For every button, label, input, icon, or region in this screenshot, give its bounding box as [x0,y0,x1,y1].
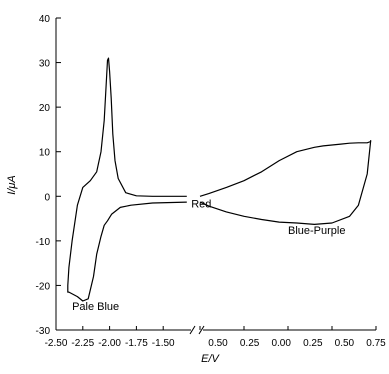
x-tick-label: -2.25 [71,338,94,349]
x-axis-break-mark [198,325,205,335]
x-tick-label: 0.25 [240,338,260,349]
x-tick-label: 0.75 [366,338,386,349]
x-tick-label: 0.25 [303,338,323,349]
cv-curve-segment-0 [67,57,187,302]
y-tick-label: 40 [39,14,51,25]
y-tick-label: -10 [36,237,51,248]
y-tick-label: 30 [39,59,51,70]
annotation-label: Blue-Purple [288,225,345,237]
annotation-label: Red [191,198,211,210]
y-tick-label: -20 [36,281,51,292]
x-tick-label: 0.50 [335,338,355,349]
x-tick-label: -1.75 [125,338,148,349]
x-tick-label: -1.50 [152,338,175,349]
y-tick-label: -30 [36,326,51,337]
curves-layer [67,57,372,302]
y-tick-label: 0 [44,192,50,203]
labels-layer: E/V I/μA Red Pale Blue Blue-Purple [6,175,345,365]
x-tick-label: 0.50 [208,338,228,349]
x-tick-label: -2.00 [98,338,121,349]
y-tick-label: 20 [39,103,51,114]
y-tick-label: 10 [39,148,51,159]
x-tick-label: 0.00 [271,338,291,349]
x-axis-label: E/V [201,353,220,365]
axes-layer: -30 -20 -10 0 10 20 30 40 -2.50 -2.25 -2.00 -1.75 -1… [36,14,387,349]
y-axis-label: I/μA [6,175,18,194]
annotation-label: Pale Blue [72,301,119,313]
x-tick-label: -2.50 [45,338,68,349]
cv-curve-segment-1 [199,140,372,225]
x-axis-break-mark [189,325,196,335]
